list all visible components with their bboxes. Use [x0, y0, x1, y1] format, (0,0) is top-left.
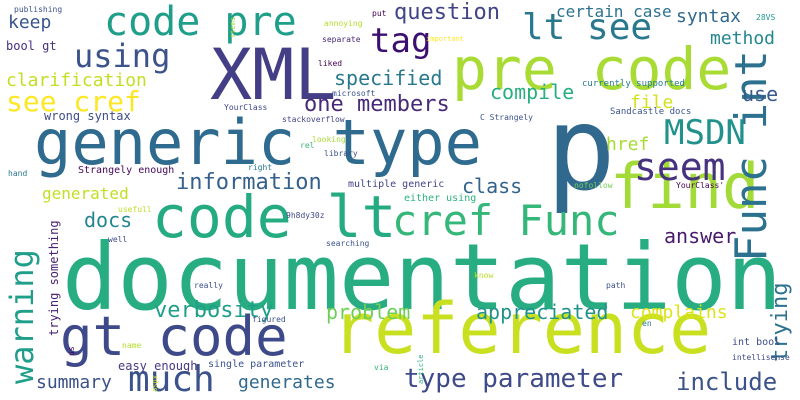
word-syntax: syntax — [676, 6, 742, 27]
word-separate: separate — [322, 35, 361, 44]
word-gt-code: gt code — [60, 305, 288, 368]
word-clarification: clarification — [6, 70, 147, 91]
word-xml: XML — [210, 34, 337, 116]
word-msdn: MSDN — [664, 113, 746, 153]
word-href: href — [606, 134, 650, 155]
word-microsoft: microsoft — [332, 89, 376, 98]
word-rel: rel — [300, 141, 315, 150]
word-compile: compile — [490, 80, 575, 104]
word-yourclass: YourClass — [224, 103, 268, 112]
word-one-members: one members — [304, 92, 450, 117]
word-either-using: either using — [404, 193, 477, 204]
word-name: name — [122, 341, 142, 350]
word-cref-func: cref Func — [392, 196, 620, 245]
word-certain-case: certain case — [556, 2, 672, 21]
word-code-lt: code lt — [152, 183, 397, 251]
word-us: us — [67, 346, 76, 356]
word-well: well — [108, 235, 128, 244]
word-c-strangely: C Strangely — [480, 113, 533, 122]
word-annoying: annoying — [324, 19, 363, 28]
word-warning: warning — [3, 249, 41, 384]
word-en: en — [642, 319, 652, 328]
word-generated: generated — [42, 184, 129, 203]
word-hand: hand — [8, 169, 28, 178]
word-much: much — [128, 359, 215, 400]
word-bool-gt: bool gt — [6, 39, 57, 53]
word-using: using — [74, 37, 171, 75]
word-file: file — [630, 92, 674, 113]
word-pre-code: pre code — [452, 35, 732, 103]
word-stackoverflow: stackoverflow — [282, 115, 345, 124]
word-verbosity: verbosity — [154, 298, 274, 323]
word-multiple-generic: multiple generic — [348, 179, 445, 190]
word-trying: trying — [768, 282, 793, 362]
word-stems: stems — [229, 16, 237, 38]
word-question: question — [394, 0, 500, 25]
word-nofollow: nofollow — [574, 181, 613, 190]
word-wrong-syntax: wrong syntax — [44, 109, 131, 123]
word-information: information — [176, 170, 322, 195]
word-docs: docs — [84, 208, 133, 232]
word-seem: seem — [634, 145, 726, 189]
word-path: path — [606, 281, 626, 290]
word-method: method — [710, 28, 776, 49]
word-trying-something: trying something — [47, 220, 61, 336]
word-put: put — [372, 9, 387, 18]
word-usefull: usefull — [118, 205, 152, 214]
word-searching: searching — [326, 239, 370, 248]
word-problem: problem — [326, 300, 411, 324]
word-library: library — [324, 149, 358, 158]
word-answer: answer — [664, 224, 737, 248]
word-specified: specified — [334, 66, 443, 90]
word-right: right — [248, 163, 273, 172]
word-generic-type: generic type — [34, 106, 482, 179]
word-documentation: documentation — [62, 224, 783, 331]
word-know: know — [474, 271, 494, 280]
word-appreciated: appreciated — [476, 300, 609, 324]
word-intellisense: intellisense — [732, 353, 790, 362]
word-find: find — [610, 150, 760, 223]
word-use: use — [742, 82, 779, 106]
word-9h8dy30z: 9h8dy30z — [286, 211, 325, 220]
word-summary: summary — [36, 372, 112, 393]
word-currently-supported: currently supported — [582, 79, 685, 89]
word-include: include — [676, 368, 778, 396]
word-liked: liked — [318, 59, 343, 68]
word-important: important — [426, 35, 464, 43]
word-lt-see: lt see — [522, 7, 653, 48]
word-int-bool: int bool — [732, 337, 781, 348]
word-type-parameter: type parameter — [404, 364, 624, 394]
word-publishing: publishing — [14, 5, 63, 14]
word-generates: generates — [238, 372, 336, 393]
word-really: really — [194, 281, 223, 290]
word-see-cref: see cref — [6, 85, 141, 118]
word-sandcastle-docs: Sandcastle docs — [610, 107, 692, 117]
word-easy-enough: easy enough — [118, 359, 198, 373]
word-aspx: aspx — [151, 375, 159, 392]
word-code-pre: code pre — [104, 0, 297, 45]
word-single-parameter: single parameter — [208, 359, 305, 370]
word-class: class — [462, 174, 523, 198]
word-looking: looking — [312, 135, 346, 144]
word-tag: tag — [370, 21, 432, 61]
word-yourclass: YourClass' — [676, 181, 725, 190]
word-article: article — [417, 354, 425, 384]
word-keep: keep — [8, 12, 52, 33]
word-via: via — [374, 363, 389, 372]
word-28vs: 28VS — [756, 13, 776, 22]
word-p: p — [546, 82, 616, 217]
word-figured: figured — [252, 315, 286, 324]
word-complains: complains — [630, 302, 728, 323]
word-reference: reference — [332, 288, 712, 370]
word-strangely-enough: Strangely enough — [78, 165, 175, 176]
